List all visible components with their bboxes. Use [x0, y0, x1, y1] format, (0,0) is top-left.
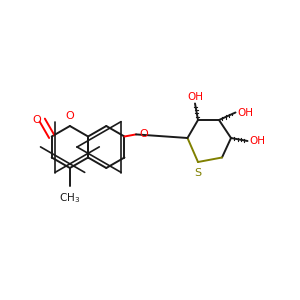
Text: O: O — [65, 112, 74, 122]
Text: CH$_3$: CH$_3$ — [59, 191, 80, 205]
Text: OH: OH — [237, 107, 253, 118]
Text: OH: OH — [187, 92, 203, 102]
Text: OH: OH — [249, 136, 265, 146]
Text: S: S — [194, 168, 202, 178]
Text: O: O — [32, 115, 41, 125]
Text: O: O — [140, 129, 148, 140]
